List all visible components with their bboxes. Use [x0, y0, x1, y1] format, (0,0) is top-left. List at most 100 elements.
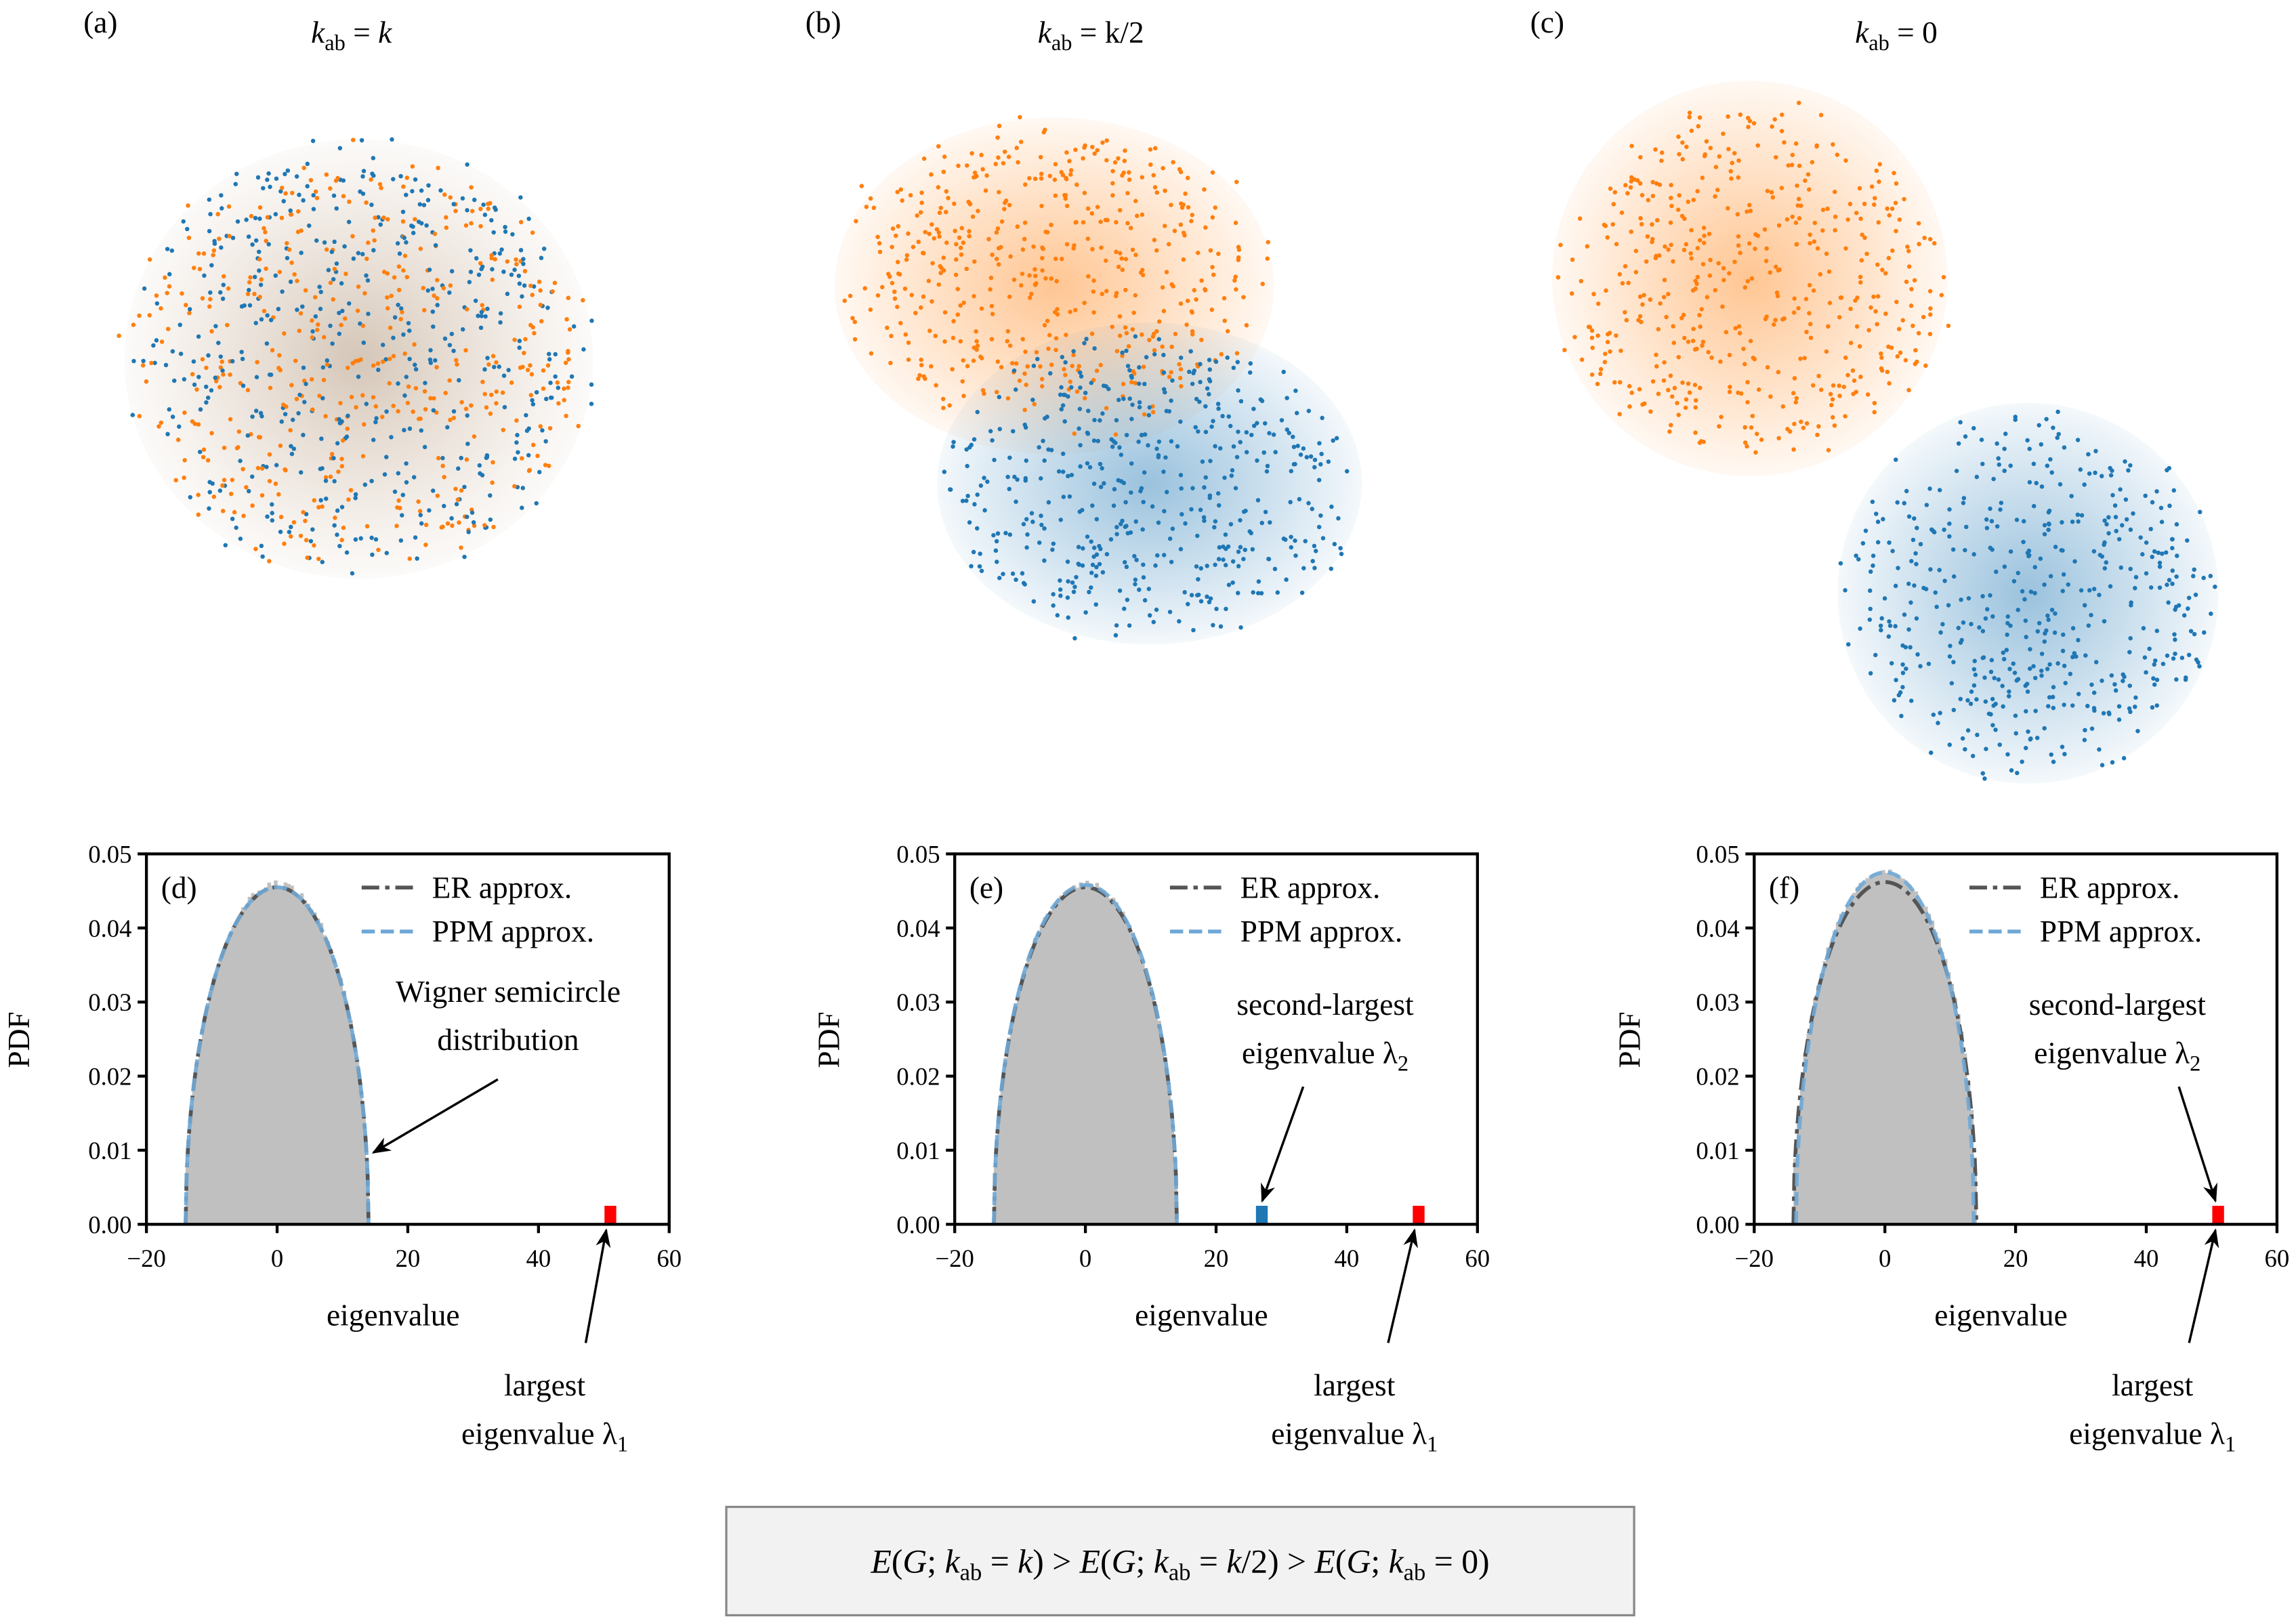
node-orange: [894, 233, 898, 238]
node: [279, 419, 285, 424]
node-orange: [1579, 278, 1583, 284]
node-blue: [2038, 556, 2043, 561]
node: [350, 571, 355, 576]
node-blue: [2001, 650, 2006, 655]
node-blue: [1996, 677, 2001, 682]
node-blue: [1198, 599, 1204, 604]
node-orange: [989, 303, 995, 309]
node-blue: [2114, 528, 2118, 534]
node-orange: [1127, 177, 1132, 182]
node-orange: [1022, 407, 1027, 413]
node-blue: [1914, 562, 1919, 566]
node: [301, 165, 306, 171]
node: [372, 238, 377, 243]
node-orange: [1824, 251, 1829, 256]
node-blue: [1007, 455, 1012, 460]
node: [245, 387, 251, 393]
node-orange: [877, 240, 882, 246]
node: [294, 174, 299, 179]
node-orange: [1014, 361, 1019, 366]
node-orange: [1202, 187, 1207, 192]
node: [448, 283, 453, 288]
node: [318, 289, 323, 295]
node-blue: [1974, 697, 1979, 702]
node: [556, 385, 561, 390]
node-blue: [1320, 415, 1324, 421]
node-blue: [2144, 670, 2148, 675]
node-orange: [1018, 114, 1022, 120]
node-orange: [1082, 190, 1087, 196]
node-blue: [1980, 593, 1985, 599]
node-blue: [1071, 589, 1077, 594]
node: [311, 192, 316, 198]
node-orange: [1091, 278, 1096, 283]
node-orange: [1604, 288, 1608, 293]
node-blue: [1879, 627, 1883, 633]
node: [250, 503, 255, 508]
node-orange: [951, 335, 956, 341]
node: [332, 523, 337, 528]
x-tick-label: 60: [1465, 1244, 1490, 1272]
node-orange: [942, 154, 947, 159]
node: [428, 360, 434, 365]
node-orange: [955, 287, 960, 291]
node: [246, 488, 251, 494]
node-orange: [1708, 257, 1713, 263]
histogram-bar: [238, 915, 242, 1225]
node-orange: [1803, 297, 1809, 301]
node: [131, 322, 136, 327]
node-blue: [1312, 543, 1317, 549]
node-blue: [1318, 513, 1323, 518]
node-blue: [1989, 658, 1995, 663]
node-orange: [1614, 333, 1619, 338]
node-blue: [2209, 611, 2213, 616]
node-blue: [997, 576, 1002, 581]
node-blue: [967, 520, 972, 525]
node-blue: [1965, 728, 1971, 733]
node: [358, 321, 362, 326]
node-blue: [1990, 614, 1995, 619]
node-orange: [1070, 363, 1074, 369]
node-orange: [895, 190, 900, 194]
node: [432, 231, 438, 236]
node-blue: [2025, 438, 2030, 443]
node-blue: [2148, 585, 2154, 590]
node: [154, 301, 160, 306]
node-blue: [1971, 683, 1977, 688]
node-orange: [1776, 436, 1781, 441]
node-orange: [1854, 324, 1860, 329]
node: [354, 404, 358, 410]
node-blue: [2152, 682, 2157, 687]
node: [257, 205, 263, 210]
node: [360, 323, 366, 329]
node-blue: [1093, 573, 1099, 579]
node: [258, 282, 264, 287]
node: [332, 479, 337, 484]
node-orange: [1691, 327, 1696, 331]
node-blue: [1051, 541, 1056, 546]
node: [547, 357, 552, 362]
node: [485, 356, 490, 360]
node: [321, 335, 327, 339]
node-blue: [977, 564, 982, 569]
node-orange: [916, 376, 921, 381]
node-orange: [1114, 249, 1119, 255]
y-axis-label: PDF: [1613, 1011, 1647, 1068]
node: [216, 340, 221, 345]
node: [238, 459, 243, 463]
histogram-bar: [349, 1020, 353, 1225]
node-orange: [1700, 261, 1706, 267]
node-blue: [997, 394, 1002, 400]
node-orange: [1890, 206, 1895, 211]
node-orange: [852, 337, 858, 342]
histogram-bar: [1075, 887, 1080, 1225]
node: [254, 375, 259, 379]
node-blue: [1058, 392, 1063, 397]
node: [369, 203, 374, 207]
node-orange: [1799, 419, 1803, 424]
panel-label: (c): [1530, 5, 1564, 39]
node-blue: [2174, 574, 2179, 579]
node-orange: [1747, 203, 1752, 208]
histogram-bar: [1803, 1052, 1808, 1225]
chart-d: −20 0 20 40 600.000.010.020.030.040.05eigenv…: [2, 840, 682, 1456]
